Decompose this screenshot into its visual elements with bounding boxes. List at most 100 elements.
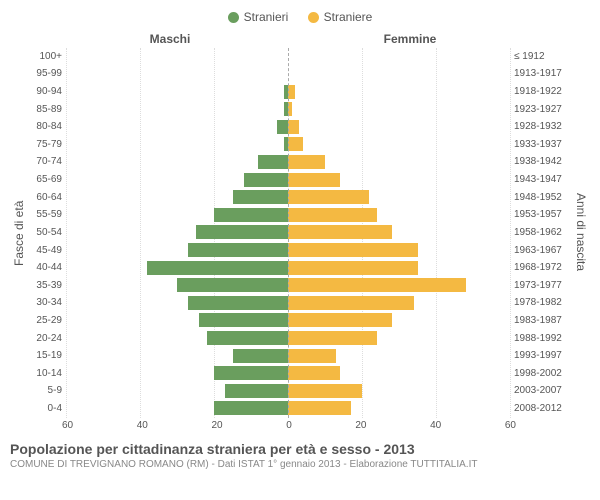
bar-male — [233, 190, 289, 204]
legend-female-label: Straniere — [324, 10, 373, 24]
x-tick: 0 — [286, 420, 292, 431]
bar-male — [188, 243, 288, 257]
bar-female — [288, 366, 340, 380]
age-label: 85-89 — [28, 104, 62, 115]
bar-female — [288, 155, 325, 169]
age-label: 15-19 — [28, 350, 62, 361]
bar-male — [214, 401, 288, 415]
year-label: 2003-2007 — [514, 385, 572, 396]
x-tick: 40 — [430, 420, 441, 431]
x-tick: 60 — [505, 420, 516, 431]
age-label: 25-29 — [28, 315, 62, 326]
year-label: 1988-1992 — [514, 333, 572, 344]
year-label: 1913-1917 — [514, 68, 572, 79]
year-label: 1983-1987 — [514, 315, 572, 326]
legend-male-label: Stranieri — [244, 10, 289, 24]
bars-male — [66, 48, 288, 418]
bar-female — [288, 137, 303, 151]
center-line — [288, 48, 289, 418]
bar-female — [288, 225, 392, 239]
bars-female — [288, 48, 510, 418]
bar-male — [277, 120, 288, 134]
age-label: 20-24 — [28, 333, 62, 344]
x-axis: 60 40 20 0 20 40 60 — [10, 420, 590, 431]
bar-male — [147, 261, 288, 275]
bar-female — [288, 296, 414, 310]
x-tick: 20 — [355, 420, 366, 431]
year-label: 2008-2012 — [514, 403, 572, 414]
legend-male-swatch — [228, 12, 239, 23]
bar-male — [214, 208, 288, 222]
year-label: 1923-1927 — [514, 104, 572, 115]
year-label: 1948-1952 — [514, 192, 572, 203]
bar-female — [288, 173, 340, 187]
bar-female — [288, 190, 369, 204]
legend-male: Stranieri — [228, 10, 289, 24]
bar-female — [288, 349, 336, 363]
x-tick: 60 — [62, 420, 73, 431]
age-label: 75-79 — [28, 139, 62, 150]
chart-title: Popolazione per cittadinanza straniera p… — [10, 441, 590, 457]
bar-female — [288, 261, 418, 275]
year-label: 1978-1982 — [514, 297, 572, 308]
age-label: 80-84 — [28, 121, 62, 132]
bar-male — [177, 278, 288, 292]
col-title-female: Femmine — [290, 32, 590, 46]
age-label: 65-69 — [28, 174, 62, 185]
year-label: 1918-1922 — [514, 86, 572, 97]
age-label: 90-94 — [28, 86, 62, 97]
year-label: 1943-1947 — [514, 174, 572, 185]
chart: Maschi Femmine Fasce di età 100+95-9990-… — [10, 32, 590, 431]
year-label: 1928-1932 — [514, 121, 572, 132]
bar-male — [196, 225, 289, 239]
bar-female — [288, 243, 418, 257]
chart-subtitle: COMUNE DI TREVIGNANO ROMANO (RM) - Dati … — [10, 459, 590, 470]
age-label: 30-34 — [28, 297, 62, 308]
bar-male — [199, 313, 288, 327]
x-tick: 40 — [137, 420, 148, 431]
bar-male — [233, 349, 289, 363]
age-label: 10-14 — [28, 368, 62, 379]
age-labels: 100+95-9990-9485-8980-8475-7970-7465-696… — [28, 48, 66, 418]
legend-female: Straniere — [308, 10, 373, 24]
year-label: 1938-1942 — [514, 156, 572, 167]
age-label: 50-54 — [28, 227, 62, 238]
x-tick: 20 — [211, 420, 222, 431]
year-label: 1958-1962 — [514, 227, 572, 238]
year-label: 1998-2002 — [514, 368, 572, 379]
age-label: 0-4 — [28, 403, 62, 414]
age-label: 40-44 — [28, 262, 62, 273]
bar-male — [244, 173, 288, 187]
bar-female — [288, 278, 466, 292]
bars-area — [66, 48, 510, 418]
age-label: 95-99 — [28, 68, 62, 79]
year-label: 1933-1937 — [514, 139, 572, 150]
age-label: 35-39 — [28, 280, 62, 291]
bar-female — [288, 208, 377, 222]
bar-male — [225, 384, 288, 398]
age-label: 55-59 — [28, 209, 62, 220]
bar-female — [288, 313, 392, 327]
legend: Stranieri Straniere — [10, 10, 590, 26]
y-axis-label-right: Anni di nascita — [572, 48, 590, 418]
year-label: 1953-1957 — [514, 209, 572, 220]
age-label: 45-49 — [28, 245, 62, 256]
year-label: 1968-1972 — [514, 262, 572, 273]
year-label: 1973-1977 — [514, 280, 572, 291]
legend-female-swatch — [308, 12, 319, 23]
bar-female — [288, 384, 362, 398]
year-label: 1963-1967 — [514, 245, 572, 256]
bar-female — [288, 331, 377, 345]
age-label: 5-9 — [28, 385, 62, 396]
year-label: ≤ 1912 — [514, 51, 572, 62]
bar-male — [258, 155, 288, 169]
bar-female — [288, 85, 295, 99]
bar-female — [288, 120, 299, 134]
bar-female — [288, 401, 351, 415]
y-axis-label-left: Fasce di età — [10, 48, 28, 418]
age-label: 100+ — [28, 51, 62, 62]
bar-male — [207, 331, 288, 345]
bar-male — [214, 366, 288, 380]
year-label: 1993-1997 — [514, 350, 572, 361]
bar-male — [188, 296, 288, 310]
